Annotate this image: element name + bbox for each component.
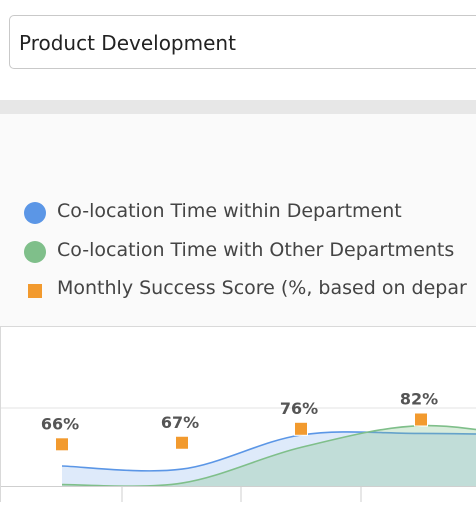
data-label: 76% [280, 399, 318, 418]
series-line-1 [61, 424, 476, 487]
legend-label: Co-location Time with Other Departments [57, 238, 455, 261]
data-label: 67% [161, 413, 199, 432]
chart-area: 66% 67% 76% 82% [0, 326, 476, 502]
department-select[interactable]: Product Development [9, 15, 476, 69]
success-score-point[interactable] [175, 435, 189, 450]
legend-circle-icon [24, 202, 46, 224]
department-select-value: Product Development [19, 31, 236, 55]
section-divider [0, 100, 476, 114]
series-area-1 [62, 425, 476, 487]
data-label: 82% [400, 390, 438, 409]
success-score-point[interactable] [55, 437, 69, 452]
legend-circle-icon [24, 240, 46, 263]
legend-square-icon [28, 284, 42, 298]
legend-label: Co-location Time within Department [57, 200, 402, 222]
series-area-0 [62, 431, 476, 486]
success-score-point[interactable] [294, 421, 308, 436]
data-label: 66% [41, 414, 79, 433]
success-score-point[interactable] [414, 412, 428, 427]
legend-label: Monthly Success Score (%, based on depar [57, 277, 467, 299]
chart-svg: 66% 67% 76% 82% [1, 390, 476, 502]
